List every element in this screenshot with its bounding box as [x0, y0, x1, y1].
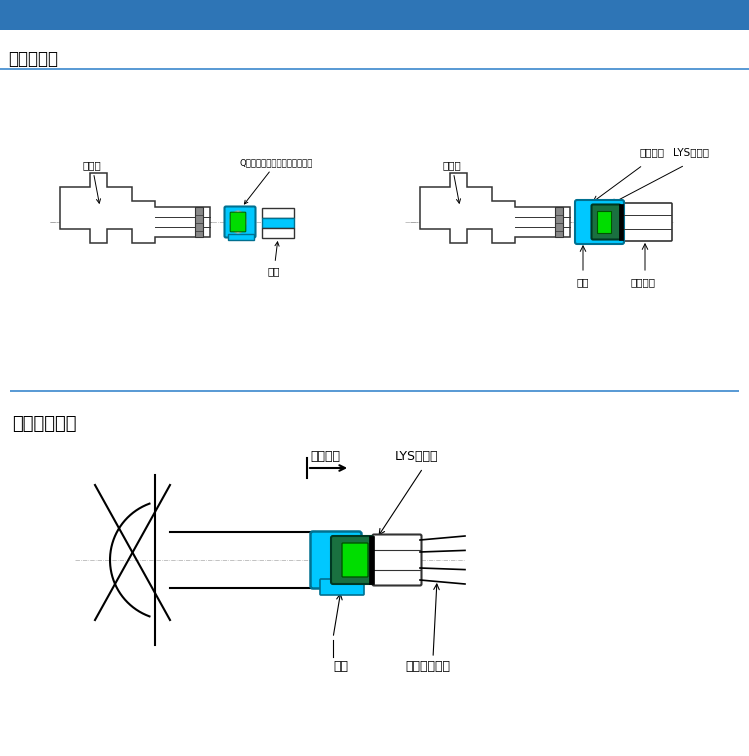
Text: 塑料水管: 塑料水管	[631, 277, 655, 287]
Bar	[0, 0, 749, 30]
Text: 水管或三角阀: 水管或三角阀	[12, 415, 76, 433]
Text: Q型节水器（外螺面端接衬垄）: Q型节水器（外螺面端接衬垄）	[240, 158, 313, 204]
Text: LYS节水器: LYS节水器	[673, 147, 709, 157]
Bar	[555, 207, 563, 237]
Bar	[369, 536, 374, 584]
FancyBboxPatch shape	[225, 206, 255, 237]
Bar	[10, 390, 739, 392]
Ellipse shape	[230, 211, 246, 233]
FancyBboxPatch shape	[311, 531, 362, 588]
Bar	[0, 68, 749, 70]
FancyBboxPatch shape	[622, 203, 672, 241]
Text: 水流方向: 水流方向	[310, 450, 340, 463]
FancyBboxPatch shape	[320, 579, 364, 595]
Bar	[262, 208, 294, 218]
Text: 台盆龙头软管: 台盆龙头软管	[405, 660, 450, 673]
Text: 水龙头: 水龙头	[82, 160, 101, 203]
FancyBboxPatch shape	[592, 205, 620, 240]
Bar	[262, 218, 294, 228]
Bar	[262, 228, 294, 238]
Bar	[228, 234, 254, 240]
FancyBboxPatch shape	[342, 543, 368, 577]
FancyBboxPatch shape	[575, 200, 624, 244]
Text: 水管: 水管	[267, 242, 280, 276]
Bar	[195, 207, 203, 237]
Text: 垄圈: 垄圈	[333, 660, 348, 673]
Bar	[597, 211, 611, 233]
Polygon shape	[420, 173, 570, 243]
Text: 水龙头: 水龙头	[443, 160, 461, 203]
Bar	[619, 204, 623, 240]
Polygon shape	[60, 173, 210, 243]
Text: 垄圈: 垄圈	[577, 277, 589, 287]
FancyBboxPatch shape	[331, 536, 373, 584]
Text: 产品安装图: 产品安装图	[8, 50, 58, 68]
Text: LYS节水器: LYS节水器	[395, 450, 438, 463]
FancyBboxPatch shape	[230, 212, 246, 232]
Text: 塑料接头: 塑料接头	[640, 147, 665, 157]
FancyBboxPatch shape	[372, 534, 422, 585]
